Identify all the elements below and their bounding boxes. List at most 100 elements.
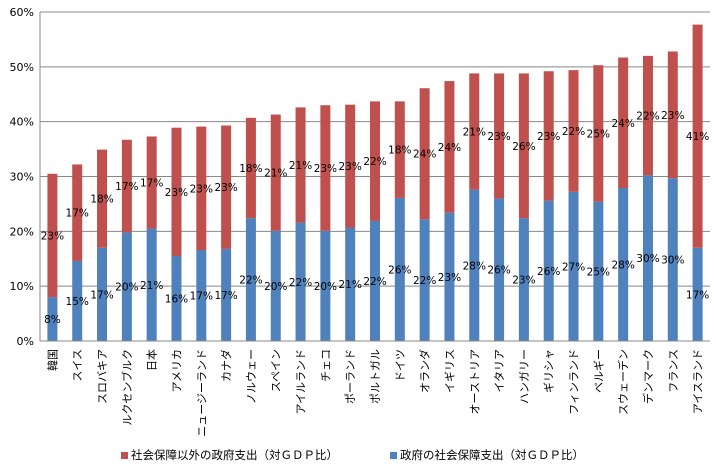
- bar-social-security: [320, 230, 331, 341]
- data-label-social-security: 26%: [388, 264, 411, 276]
- bar-social-security: [642, 175, 653, 341]
- bar-other-spending: [97, 149, 108, 248]
- y-tick-label: 40%: [10, 116, 34, 129]
- y-tick-label: 0%: [17, 335, 34, 348]
- data-label-other-spending: 18%: [90, 194, 113, 206]
- x-axis: [39, 12, 710, 342]
- data-label-other-spending: 23%: [314, 163, 337, 175]
- bar-social-security: [593, 201, 604, 341]
- data-label-social-security: 23%: [438, 272, 461, 284]
- data-label-social-security: 21%: [140, 280, 163, 292]
- category-label: ニュージーランド: [195, 349, 208, 437]
- bar-other-spending: [196, 126, 207, 250]
- data-label-social-security: 28%: [463, 260, 486, 272]
- y-tick-label: 10%: [10, 280, 34, 293]
- legend-label: 社会保障以外の政府支出（対ＧＤＰ比）: [131, 448, 338, 462]
- data-label-other-spending: 41%: [686, 131, 709, 143]
- category-label: イタリア: [493, 349, 506, 393]
- bar-other-spending: [469, 73, 480, 190]
- data-label-social-security: 22%: [413, 275, 436, 287]
- bar-social-security: [345, 227, 356, 341]
- bar-social-security: [146, 228, 157, 341]
- bar-other-spending: [245, 117, 256, 219]
- category-label: ポーランド: [344, 349, 357, 404]
- y-tick-label: 60%: [10, 6, 34, 19]
- bar-social-security: [568, 191, 579, 341]
- data-label-social-security: 22%: [289, 277, 312, 289]
- data-label-other-spending: 17%: [66, 208, 89, 220]
- category-label: ドイツ: [394, 349, 407, 382]
- bar-social-security: [370, 220, 380, 341]
- bar-other-spending: [518, 73, 529, 219]
- bar-other-spending: [618, 57, 629, 189]
- bar-other-spending: [221, 125, 232, 249]
- bar-social-security: [121, 232, 132, 341]
- legend-label: 政府の社会保障支出（対ＧＤＰ比）: [400, 448, 584, 462]
- bar-social-security: [295, 222, 306, 341]
- category-label: カナダ: [219, 349, 233, 382]
- bar-social-security: [618, 188, 629, 341]
- bar-social-security: [196, 249, 207, 341]
- data-labels: 8%23%15%17%17%18%20%17%21%17%16%23%17%23…: [41, 110, 710, 326]
- category-label: ハンガリー: [518, 349, 531, 404]
- bar-social-security: [469, 189, 480, 341]
- bar-social-security: [692, 247, 703, 341]
- bars: [47, 24, 703, 341]
- bar-other-spending: [121, 139, 132, 233]
- data-label-social-security: 28%: [611, 260, 634, 272]
- data-label-social-security: 26%: [537, 266, 560, 278]
- legend: 社会保障以外の政府支出（対ＧＤＰ比） 政府の社会保障支出（対ＧＤＰ比）: [121, 448, 584, 462]
- data-label-social-security: 20%: [115, 282, 138, 294]
- bar-social-security: [444, 212, 455, 341]
- bar-social-security: [494, 198, 505, 341]
- data-label-social-security: 27%: [562, 261, 585, 273]
- data-label-other-spending: 23%: [661, 110, 684, 122]
- bar-other-spending: [171, 127, 182, 257]
- y-tick-label: 30%: [10, 171, 34, 184]
- category-label: 日本: [145, 349, 159, 371]
- bar-other-spending: [419, 88, 430, 220]
- data-label-social-security: 22%: [239, 275, 262, 287]
- category-label: ルクセンブルク: [120, 349, 134, 426]
- bar-other-spending: [444, 81, 455, 213]
- data-label-social-security: 15%: [66, 296, 89, 308]
- category-label: アメリカ: [170, 349, 183, 392]
- bar-social-security: [518, 218, 529, 341]
- category-label: 韓国: [46, 349, 59, 371]
- bar-other-spending: [494, 73, 505, 199]
- data-label-social-security: 26%: [487, 265, 510, 277]
- data-label-other-spending: 23%: [537, 131, 560, 143]
- bar-other-spending: [593, 65, 604, 202]
- category-label: オーストリア: [468, 349, 481, 414]
- category-label: スペイン: [270, 349, 283, 392]
- bar-other-spending: [72, 164, 83, 261]
- data-label-other-spending: 22%: [636, 111, 659, 123]
- y-tick-label: 50%: [10, 61, 34, 74]
- data-label-social-security: 16%: [165, 294, 188, 306]
- bar-social-security: [245, 218, 256, 341]
- bar-social-security: [171, 256, 182, 341]
- data-label-other-spending: 23%: [165, 187, 188, 199]
- data-label-other-spending: 21%: [289, 160, 312, 172]
- data-label-other-spending: 23%: [190, 183, 213, 195]
- data-label-social-security: 25%: [587, 266, 610, 278]
- category-label: アイスランド: [692, 349, 705, 414]
- data-label-other-spending: 24%: [413, 149, 436, 161]
- category-labels: 韓国 スイス スロバキア ルクセンブルク 日本 アメリカ ニュージーランド カナダ ノルウェース…: [46, 349, 704, 437]
- data-label-other-spending: 21%: [264, 168, 287, 180]
- category-label: ポルトガル: [369, 349, 382, 404]
- bar-other-spending: [394, 101, 405, 198]
- bar-social-security: [394, 197, 405, 341]
- category-label: イギリス: [443, 349, 456, 393]
- data-label-social-security: 20%: [314, 281, 337, 293]
- category-label: フィンランド: [568, 349, 581, 415]
- data-label-social-security: 23%: [512, 275, 535, 287]
- bar-other-spending: [320, 105, 331, 231]
- data-label-other-spending: 21%: [463, 127, 486, 139]
- bar-social-security: [221, 248, 232, 341]
- bar-social-security: [47, 297, 58, 341]
- bar-social-security: [667, 178, 678, 341]
- data-label-other-spending: 17%: [140, 178, 163, 190]
- data-label-social-security: 17%: [214, 290, 237, 302]
